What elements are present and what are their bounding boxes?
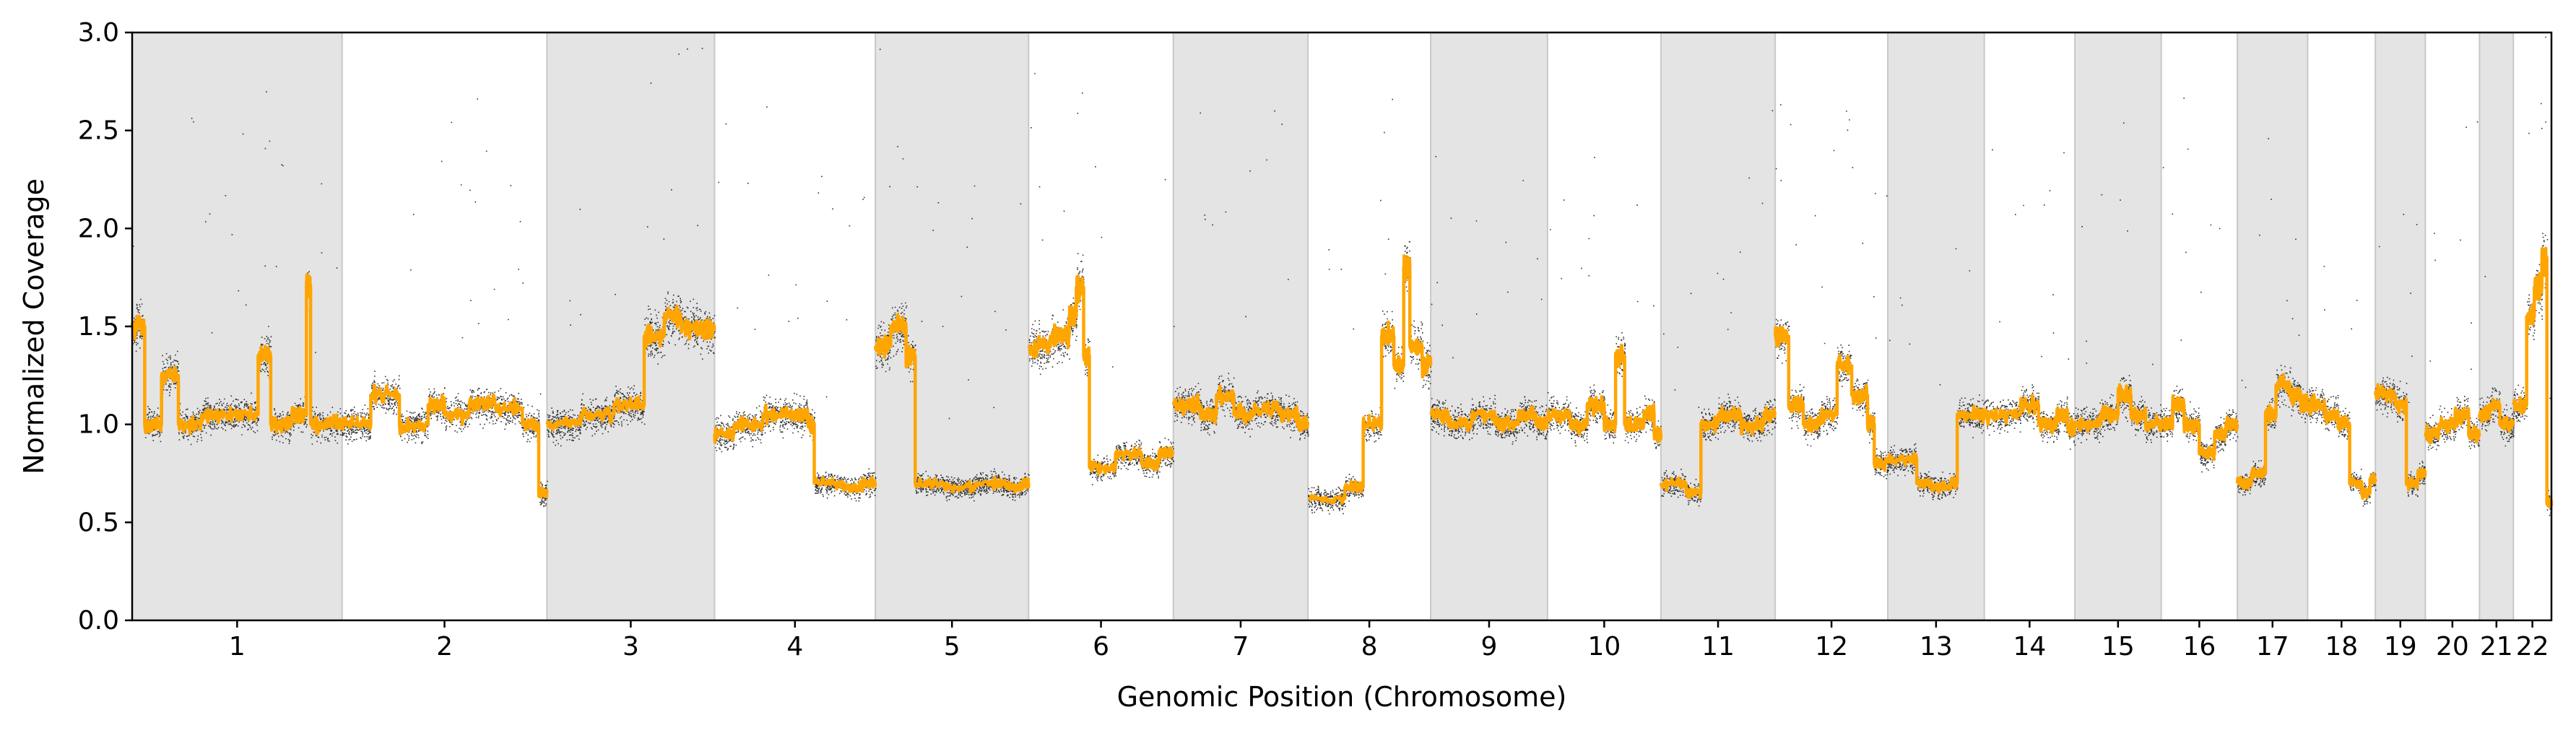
y-tick-label: 3.0 [78, 18, 119, 48]
coverage-points-chr4 [714, 106, 877, 502]
segment-line-chr22 [2512, 246, 2554, 508]
x-tick-label-chr18: 18 [2325, 632, 2358, 662]
segment-line-chr7 [1171, 384, 1310, 433]
segment-line-chr11 [1659, 405, 1777, 500]
segment-line-chr3 [545, 304, 716, 432]
coverage-points-chr6 [1028, 73, 1174, 485]
chromosome-shade-15 [2074, 32, 2162, 621]
y-tick-label: 2.0 [78, 214, 119, 243]
coverage-points-chr18 [2307, 266, 2377, 507]
segment-line-chr19 [2373, 383, 2427, 492]
y-axis: 0.0 0.5 1.0 1.5 2.0 2.5 3.0 [78, 18, 132, 636]
y-tick-label: 0.5 [78, 508, 119, 537]
segment-line-chr15 [2073, 383, 2163, 433]
segment-line-chr10 [1545, 343, 1663, 443]
y-tick-label: 1.0 [78, 410, 119, 440]
x-tick-label-chr8: 8 [1361, 632, 1378, 662]
x-tick-label-chr2: 2 [436, 632, 453, 662]
segment-line-chr9 [1429, 404, 1549, 433]
plot-frame [131, 31, 2553, 622]
x-tick-label-chr13: 13 [1920, 632, 1953, 662]
x-tick-label-chr3: 3 [623, 632, 639, 662]
coverage-points-chr20 [2425, 121, 2481, 451]
segment-line-chr1 [130, 273, 344, 436]
segment-line-chr18 [2306, 393, 2377, 500]
coverage-points-chr8 [1308, 98, 1432, 515]
y-tick-label: 1.5 [78, 312, 119, 342]
segment-line-chr20 [2424, 406, 2481, 445]
chromosome-shade-9 [1430, 32, 1548, 621]
x-tick-label-chr7: 7 [1232, 632, 1249, 662]
x-tick-label-chr14: 14 [2013, 632, 2046, 662]
segment-line-chr5 [873, 313, 1031, 494]
chromosome-shade-17 [2237, 32, 2309, 621]
chromosome-shading [131, 32, 2515, 621]
x-tick-label-chr9: 9 [1481, 632, 1498, 662]
x-tick-label-chr1: 1 [229, 632, 246, 662]
chromosome-shade-13 [1887, 32, 1985, 621]
segment-lines [130, 246, 2554, 508]
segment-line-chr13 [1886, 404, 1986, 495]
x-axis: 1 2 3 4 5 6 7 8 9 10 11 12 13 14 15 16 17 18 19 20 21 22 [229, 620, 2549, 662]
segment-line-chr14 [1982, 393, 2077, 438]
x-tick-label-chr10: 10 [1587, 632, 1621, 662]
segment-line-chr2 [340, 383, 549, 499]
x-tick-label-chr21: 21 [2480, 632, 2513, 662]
y-axis-label: Normalized Coverage [18, 178, 50, 474]
x-tick-label-chr12: 12 [1815, 632, 1848, 662]
chromosome-shade-11 [1660, 32, 1777, 621]
segment-line-chr21 [2478, 397, 2515, 433]
coverage-points-chr13 [1888, 248, 1986, 500]
x-tick-label-chr15: 15 [2102, 632, 2135, 662]
coverage-points-chr2 [342, 98, 548, 508]
x-tick-label-chr19: 19 [2384, 632, 2417, 662]
x-tick-label-chr5: 5 [944, 632, 960, 662]
segment-line-chr8 [1307, 253, 1433, 506]
segment-line-chr16 [2159, 394, 2239, 461]
y-tick-label: 0.0 [78, 606, 119, 636]
x-tick-label-chr17: 17 [2256, 632, 2289, 662]
segment-line-chr17 [2235, 373, 2310, 491]
x-axis-label: Genomic Position (Chromosome) [1117, 681, 1567, 713]
x-tick-label-chr11: 11 [1701, 632, 1735, 662]
x-tick-label-chr22: 22 [2516, 632, 2549, 662]
x-tick-label-chr6: 6 [1093, 632, 1109, 662]
coverage-points [132, 36, 2553, 516]
x-tick-label-chr20: 20 [2436, 632, 2469, 662]
x-tick-label-chr4: 4 [786, 632, 803, 662]
segment-line-chr4 [713, 403, 877, 494]
segment-line-chr6 [1027, 274, 1175, 476]
x-tick-label-chr16: 16 [2182, 632, 2216, 662]
y-tick-label: 2.5 [78, 116, 119, 146]
segment-line-chr12 [1773, 326, 1890, 472]
chromosome-shade-21 [2479, 32, 2515, 621]
chromosome-shade-7 [1172, 32, 1309, 621]
chromosome-shade-19 [2375, 32, 2427, 621]
